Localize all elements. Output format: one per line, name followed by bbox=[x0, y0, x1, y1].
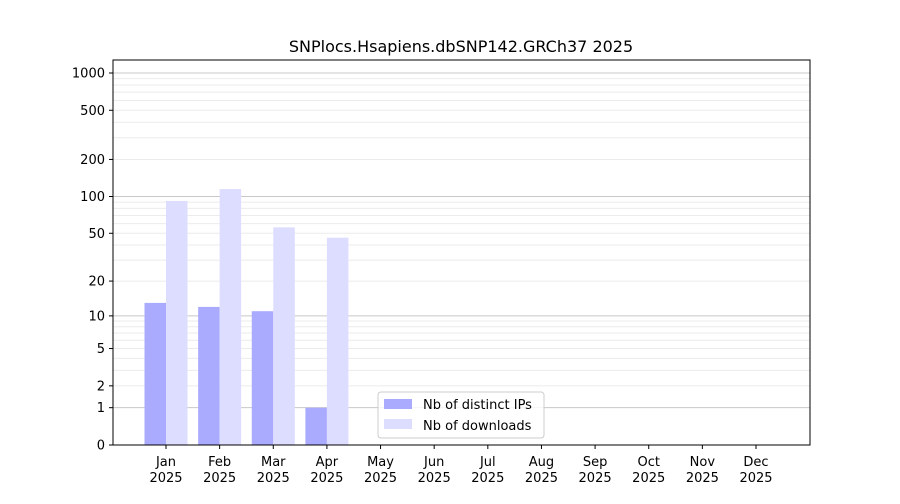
x-tick-label-year: 2025 bbox=[739, 471, 772, 486]
x-tick-label-year: 2025 bbox=[418, 471, 451, 486]
chart-title: SNPlocs.Hsapiens.dbSNP142.GRCh37 2025 bbox=[289, 37, 633, 56]
y-tick-label: 5 bbox=[97, 342, 105, 357]
x-tick-label-year: 2025 bbox=[525, 471, 558, 486]
bar-downloads bbox=[326, 237, 349, 445]
y-tick-label: 10 bbox=[88, 309, 105, 324]
bar-distinct-ips bbox=[251, 311, 274, 445]
x-tick-label-month: Feb bbox=[208, 455, 231, 470]
legend-label-downloads: Nb of downloads bbox=[423, 419, 532, 434]
y-tick-label: 2 bbox=[97, 379, 105, 394]
legend: Nb of distinct IPs Nb of downloads bbox=[377, 391, 545, 439]
x-tick-label-month: Sep bbox=[583, 455, 608, 470]
bar-distinct-ips bbox=[144, 302, 166, 445]
y-tick-label: 50 bbox=[88, 227, 105, 242]
x-tick-label-month: Oct bbox=[637, 455, 659, 470]
x-tick-label-month: Nov bbox=[690, 455, 716, 470]
bars bbox=[144, 189, 349, 445]
x-tick-label-month: Jul bbox=[479, 455, 496, 470]
legend-label-ips: Nb of distinct IPs bbox=[423, 398, 532, 413]
bar-downloads bbox=[273, 227, 295, 445]
x-axis: Jan2025Feb2025Mar2025Apr2025May2025Jun20… bbox=[149, 445, 773, 486]
bar-distinct-ips bbox=[305, 407, 327, 445]
bar-downloads bbox=[166, 200, 188, 445]
x-tick-label-year: 2025 bbox=[257, 471, 290, 486]
x-tick-label-month: May bbox=[367, 455, 394, 470]
x-tick-label-year: 2025 bbox=[364, 471, 397, 486]
legend-swatch-downloads bbox=[384, 419, 412, 429]
x-tick-label-year: 2025 bbox=[579, 471, 612, 486]
y-tick-label: 1000 bbox=[72, 67, 105, 82]
y-tick-label: 20 bbox=[88, 275, 105, 290]
x-tick-label-month: Dec bbox=[743, 455, 768, 470]
x-tick-label-year: 2025 bbox=[471, 471, 504, 486]
legend-box bbox=[377, 391, 545, 439]
y-tick-label: 0 bbox=[97, 439, 105, 454]
y-tick-label: 200 bbox=[80, 153, 105, 168]
bar-downloads bbox=[219, 189, 242, 445]
x-tick-label-month: Apr bbox=[316, 455, 339, 470]
plot-frame bbox=[112, 59, 811, 446]
x-tick-label-month: Jan bbox=[155, 455, 176, 470]
x-tick-label-year: 2025 bbox=[149, 471, 182, 486]
x-tick-label-year: 2025 bbox=[686, 471, 719, 486]
legend-swatch-ips bbox=[384, 399, 412, 409]
x-tick-label-month: Jun bbox=[423, 455, 444, 470]
y-tick-label: 1 bbox=[97, 401, 105, 416]
y-axis: 0 1 2 5 10 20 50 100 200 500 1000 bbox=[72, 67, 113, 454]
x-tick-label-year: 2025 bbox=[632, 471, 665, 486]
y-tick-label: 100 bbox=[80, 190, 105, 205]
x-tick-label-year: 2025 bbox=[203, 471, 236, 486]
x-tick-label-month: Mar bbox=[261, 455, 286, 470]
x-tick-label-month: Aug bbox=[529, 455, 554, 470]
bar-distinct-ips bbox=[198, 306, 220, 445]
x-tick-label-year: 2025 bbox=[310, 471, 343, 486]
y-tick-label: 500 bbox=[80, 104, 105, 119]
